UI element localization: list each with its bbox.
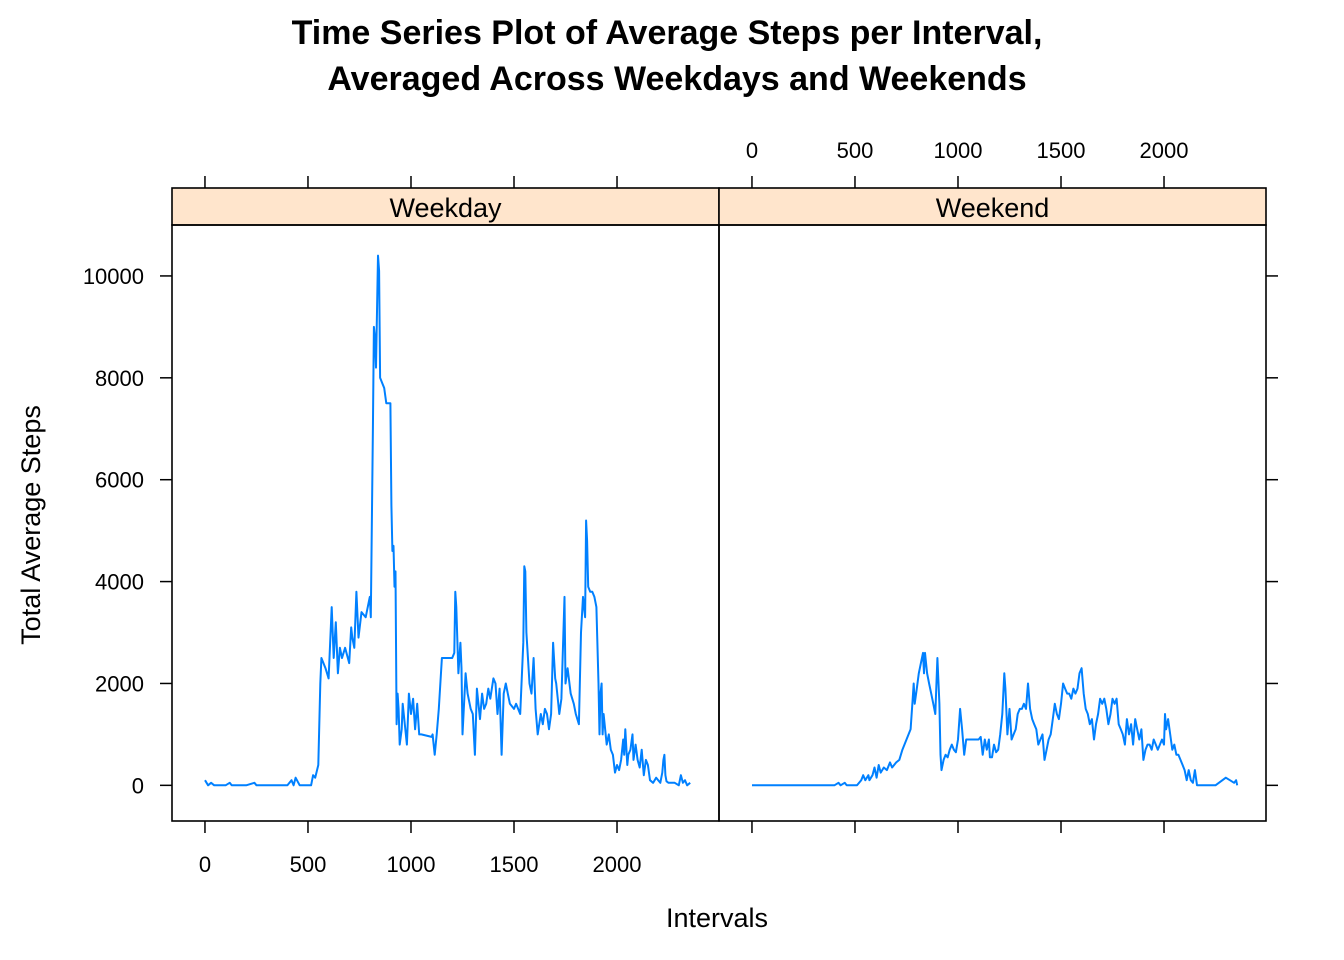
x-tick-label-top: 0 [746, 138, 758, 163]
x-tick-label-bottom: 0 [199, 852, 211, 877]
y-axis-label: Total Average Steps [16, 405, 46, 645]
x-tick-label-bottom: 2000 [593, 852, 642, 877]
series-line-weekend [752, 651, 1239, 787]
strip-label-weekday: Weekday [389, 193, 502, 223]
panel-frame-weekday [171, 224, 720, 822]
x-tick-label-bottom: 1000 [387, 852, 436, 877]
y-tick-label: 6000 [95, 468, 144, 493]
series-line-weekday [204, 254, 691, 787]
strip-label-weekend: Weekend [936, 193, 1050, 223]
y-tick-label: 0 [132, 773, 144, 798]
y-tick-label: 10000 [83, 264, 144, 289]
chart-title-line2: Averaged Across Weekdays and Weekends [327, 60, 1026, 98]
chart-title-line1: Time Series Plot of Average Steps per In… [292, 14, 1043, 52]
y-tick-label: 2000 [95, 671, 144, 696]
x-tick-label-top: 1500 [1037, 138, 1086, 163]
y-tick-label: 8000 [95, 366, 144, 391]
x-tick-label-top: 1000 [934, 138, 983, 163]
x-tick-label-top: 2000 [1140, 138, 1189, 163]
panel-frame-weekend [718, 224, 1267, 822]
x-tick-label-top: 500 [837, 138, 874, 163]
x-tick-label-bottom: 1500 [490, 852, 539, 877]
x-axis-label: Intervals [666, 903, 768, 933]
strip-weekday [171, 187, 720, 226]
y-tick-label: 4000 [95, 570, 144, 595]
panels-group: Weekday 0 500 1000 1500 2000 0 2000 4000 6000 8000… [83, 138, 1278, 877]
x-tick-label-bottom: 500 [290, 852, 327, 877]
